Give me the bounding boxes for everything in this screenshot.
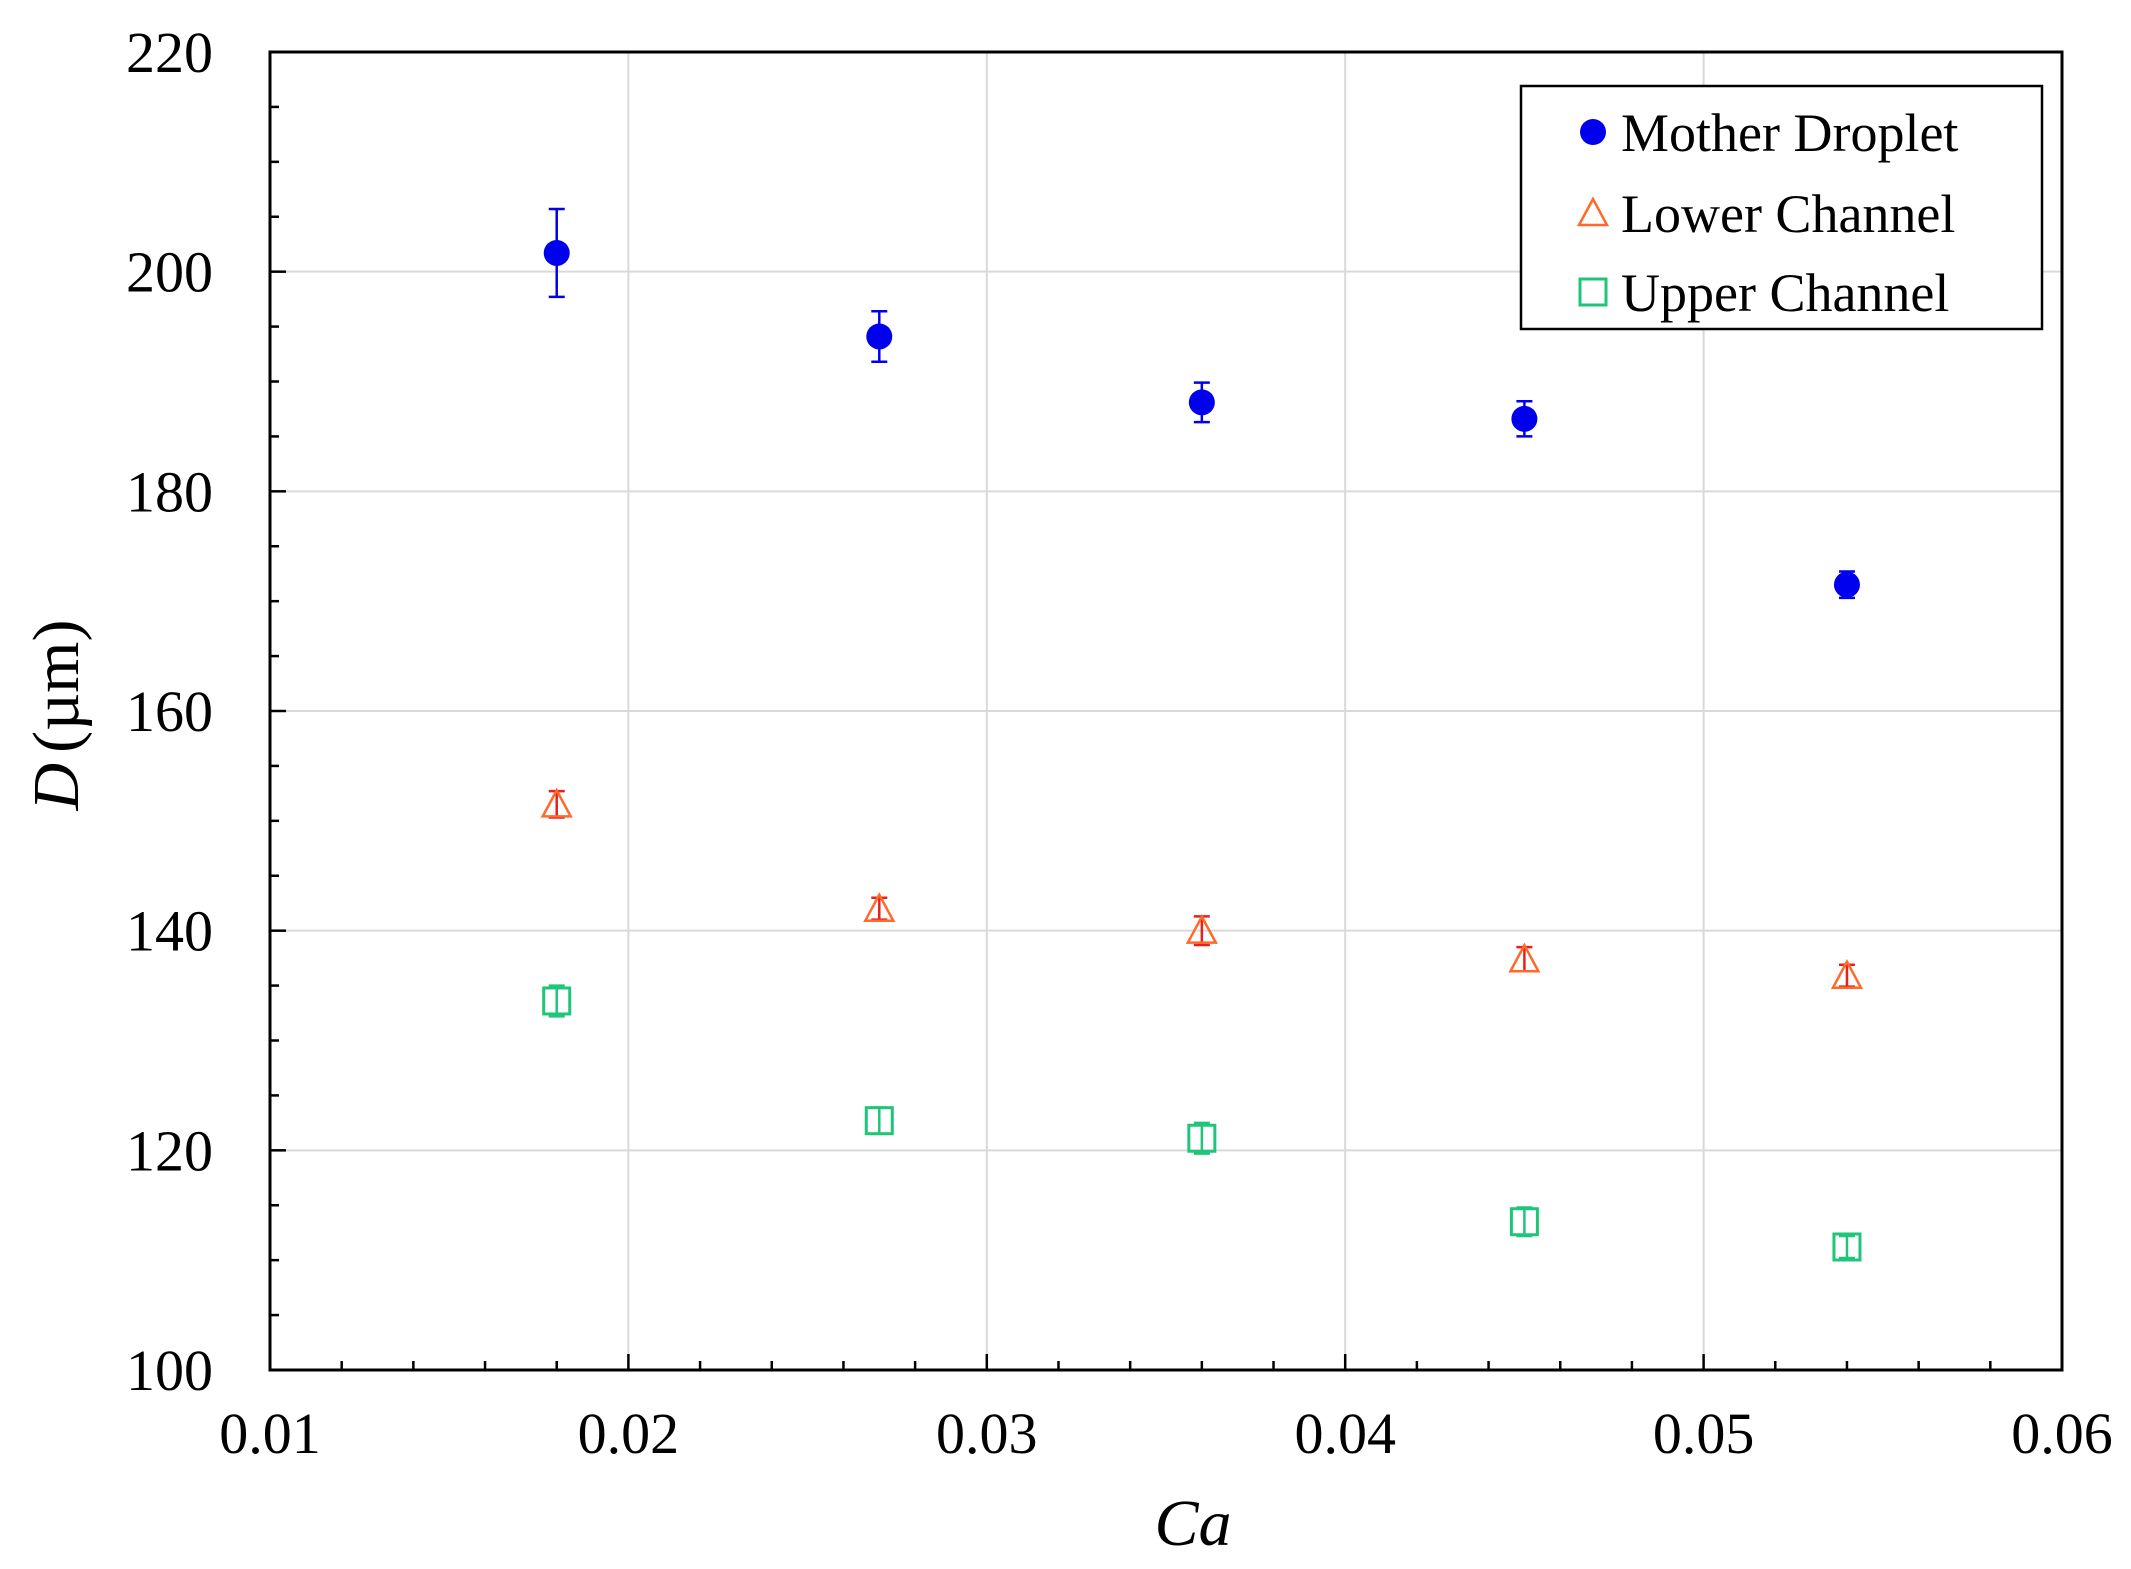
y-axis-title-unit: (µm) [20,620,93,753]
x-tick-label: 0.02 [578,1401,680,1466]
data-point-lower-channel [1830,959,1864,989]
legend-marker-mother-droplet [1580,119,1606,145]
y-tick-label: 180 [126,459,213,524]
data-point-lower-channel [1185,914,1218,944]
x-tick-label: 0.03 [936,1401,1038,1466]
x-tick-label: 0.05 [1653,1401,1755,1466]
legend: Mother Droplet Lower Channel Upper Channel [1519,84,2044,331]
y-axis-title-symbol: D [20,763,93,812]
legend-marker-lower-channel [1576,196,1610,227]
x-axis-title: Ca [1154,1487,1231,1560]
data-series [540,207,1864,1262]
data-point-upper-channel [864,1106,894,1136]
y-tick-label: 200 [126,240,213,305]
x-tick-label: 0.01 [219,1401,321,1466]
data-point-mother-droplet [1511,405,1538,432]
y-axis-title: D (µm) [20,620,93,812]
y-tick-label: 100 [126,1338,213,1403]
data-point-upper-channel [1509,1207,1539,1237]
legend-marker-upper-channel [1578,277,1608,307]
data-point-mother-droplet [1188,389,1215,416]
x-tick-label: 0.06 [2011,1401,2113,1466]
axis-tick-labels: 0.01 0.02 0.03 0.04 0.05 0.06 100 120 140 160 180 2… [126,20,2113,1466]
legend-label-upper-channel: Upper Channel [1621,263,1949,323]
y-tick-label: 140 [126,899,213,964]
axis-ticks [268,50,2064,1372]
data-point-mother-droplet [1833,571,1860,598]
data-point-lower-channel [863,892,896,922]
series-upper-channel [542,984,1862,1262]
data-point-lower-channel [540,787,573,818]
series-mother-droplet [543,207,1860,600]
series-lower-channel [540,787,1864,989]
data-point-upper-channel [542,986,572,1016]
legend-label-mother-droplet: Mother Droplet [1621,103,1958,163]
x-tick-label: 0.04 [1294,1401,1396,1466]
data-point-upper-channel [1187,1123,1217,1153]
data-point-lower-channel [1508,942,1541,973]
data-point-upper-channel [1832,1232,1862,1262]
data-point-mother-droplet [543,239,570,266]
legend-label-lower-channel: Lower Channel [1621,184,1955,244]
legend-box [1519,84,2044,331]
y-tick-label: 120 [126,1118,213,1183]
y-tick-label: 160 [126,679,213,744]
data-point-mother-droplet [866,323,893,350]
y-tick-label: 220 [126,20,213,85]
